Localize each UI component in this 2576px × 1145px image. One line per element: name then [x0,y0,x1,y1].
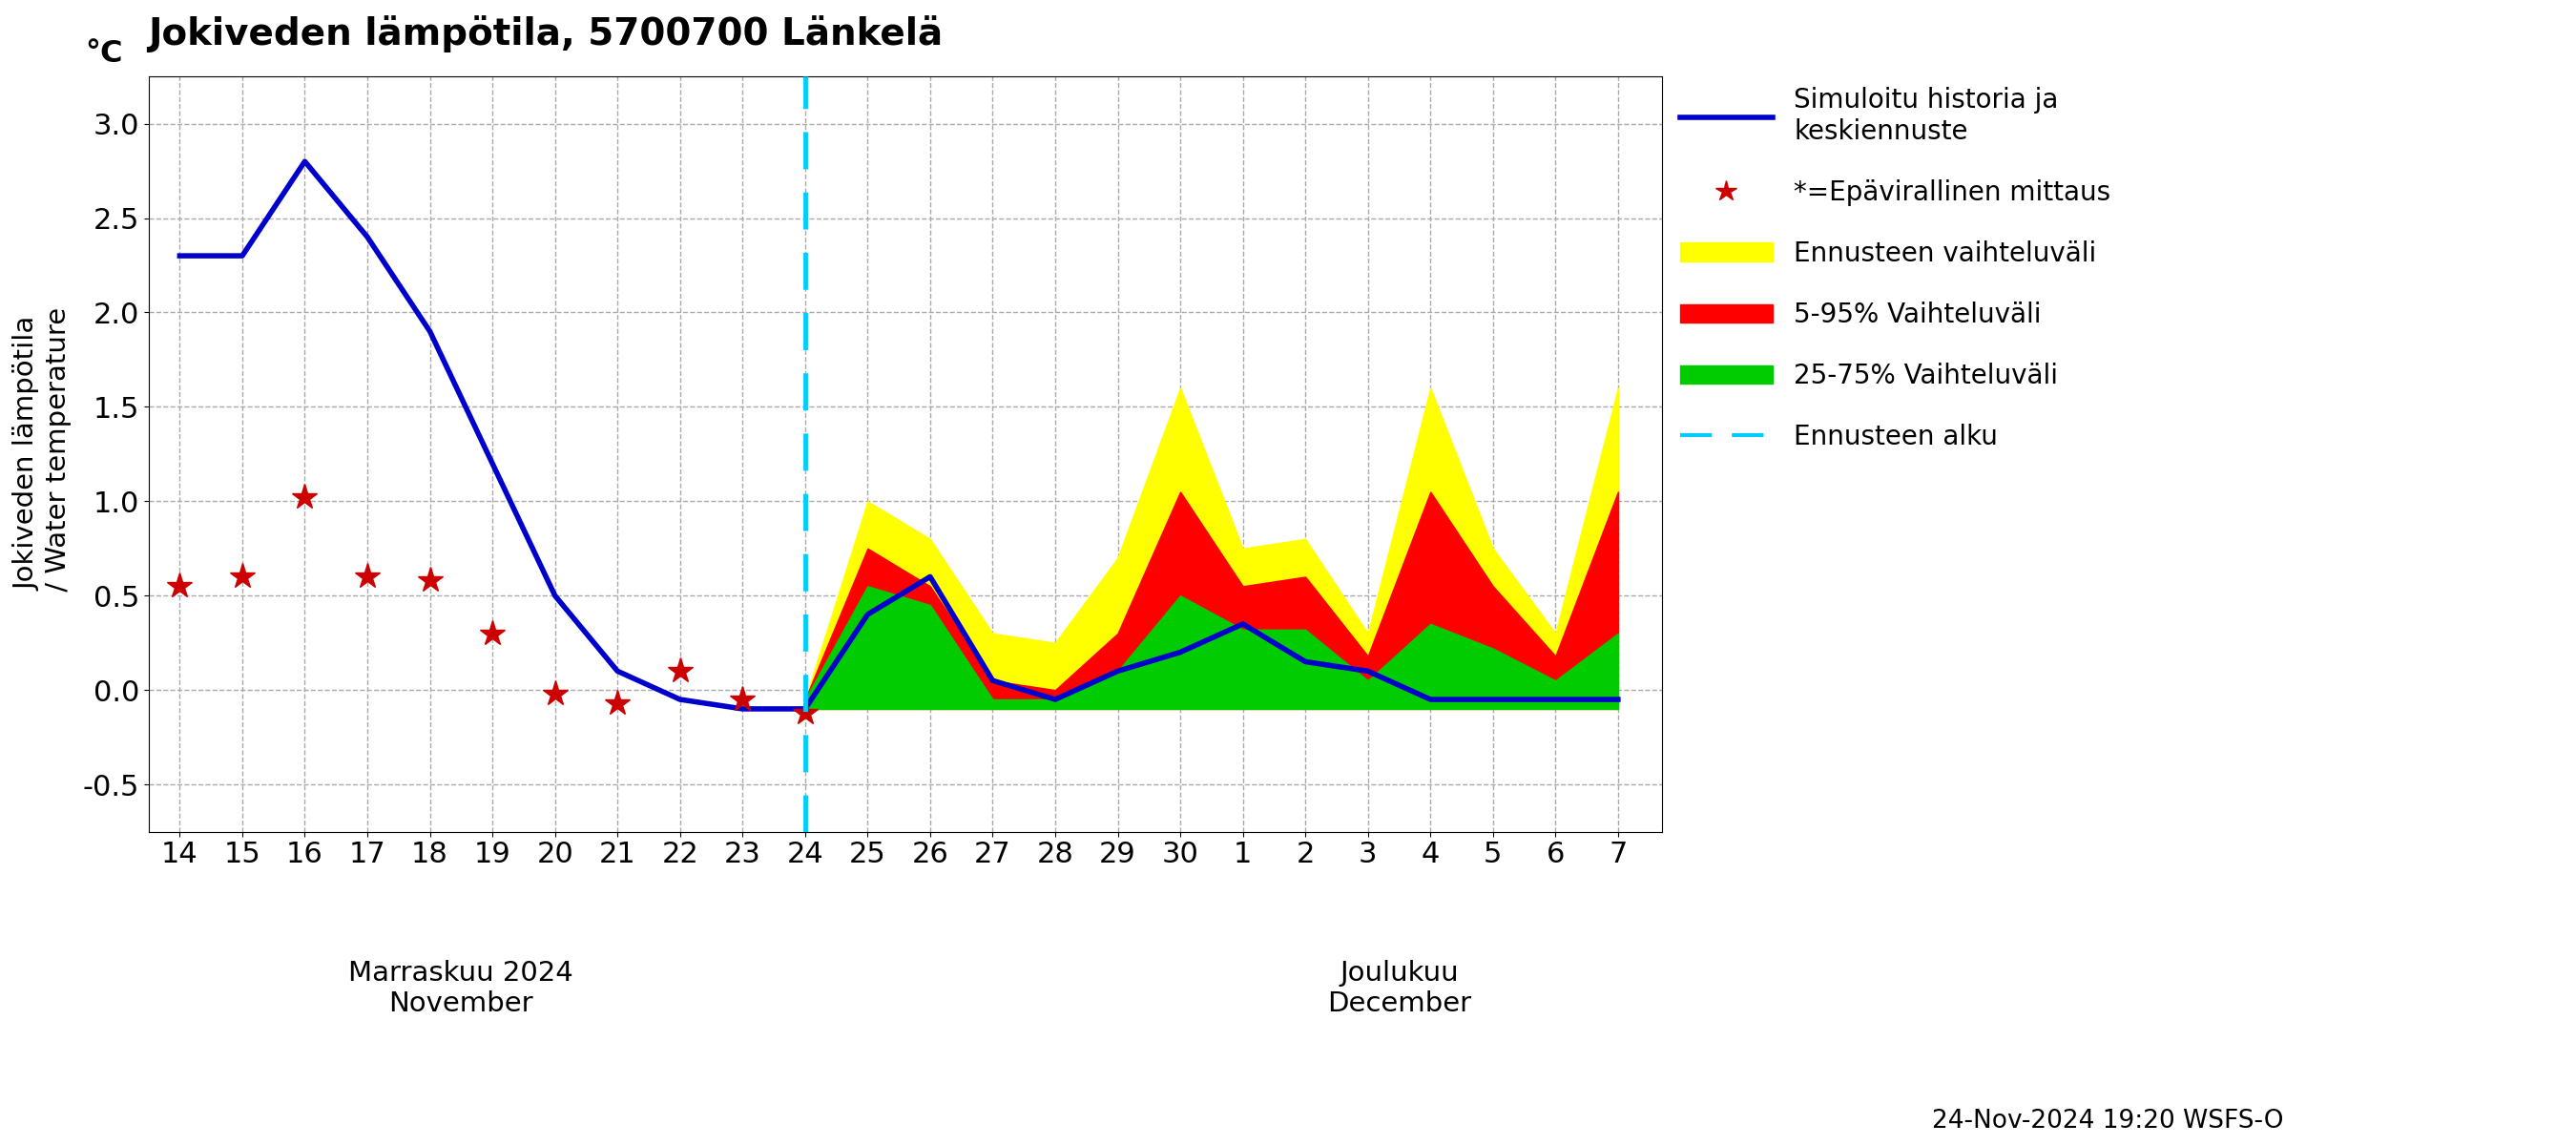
Text: Marraskuu 2024
November: Marraskuu 2024 November [348,960,574,1018]
Text: °C: °C [85,39,124,69]
Text: Joulukuu
December: Joulukuu December [1327,960,1471,1018]
Y-axis label: Jokiveden lämpötila
 / Water temperature: Jokiveden lämpötila / Water temperature [15,308,72,600]
Text: 24-Nov-2024 19:20 WSFS-O: 24-Nov-2024 19:20 WSFS-O [1932,1108,2282,1134]
Text: Jokiveden lämpötila, 5700700 Länkelä: Jokiveden lämpötila, 5700700 Länkelä [149,16,943,53]
Legend: Simuloitu historia ja
keskiennuste, *=Epävirallinen mittaus, Ennusteen vaihteluv: Simuloitu historia ja keskiennuste, *=Ep… [1669,77,2123,461]
